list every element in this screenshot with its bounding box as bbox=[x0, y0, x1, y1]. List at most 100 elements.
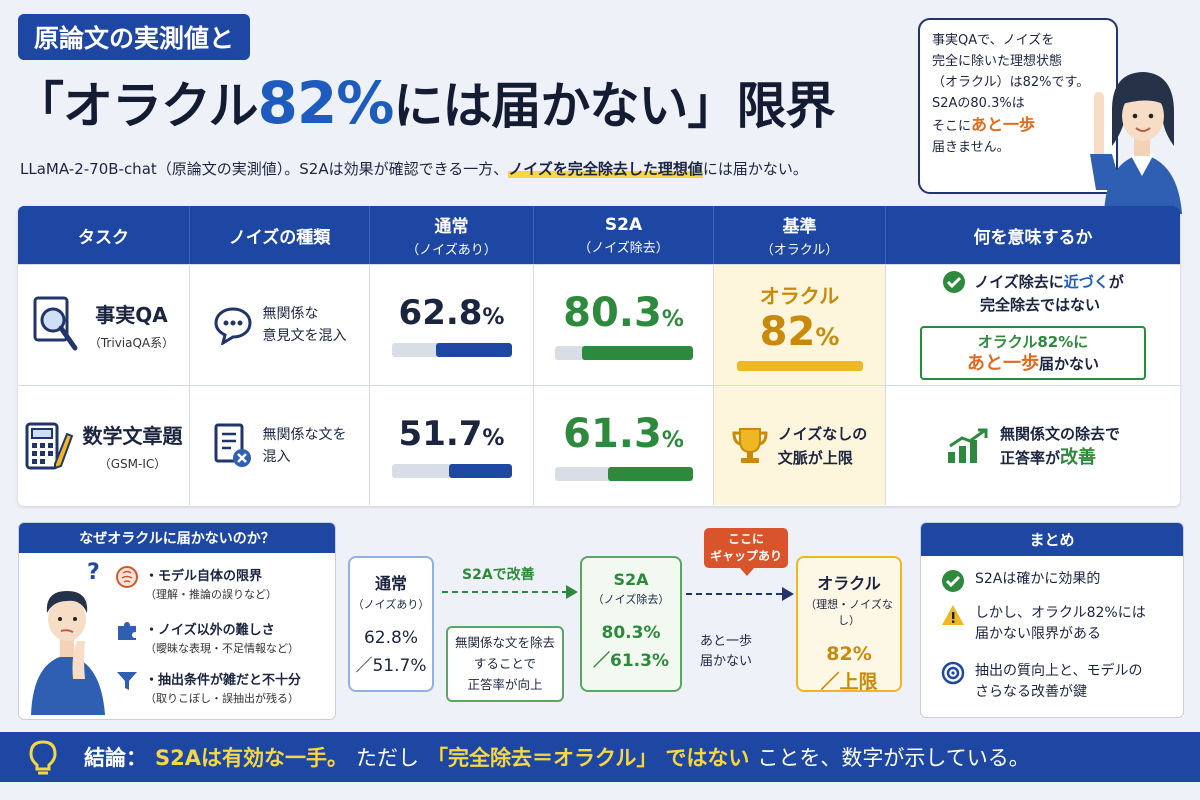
meaning-emphasis: 近づく bbox=[1063, 273, 1109, 291]
chat-bubble-icon bbox=[213, 307, 252, 345]
score-value: 62.8 bbox=[398, 293, 483, 333]
meaning-emphasis: 改善 bbox=[1060, 446, 1096, 468]
column-header-sub: （ノイズあり） bbox=[406, 243, 497, 258]
flow-sub: （ノイズあり） bbox=[352, 598, 430, 611]
why-title: なぜオラクルに届かないのか？ bbox=[19, 523, 335, 553]
table-row: 事実QA （TriviaQA系） 無関係な 意見文を混入 62.8% bbox=[18, 264, 1180, 385]
page-title: 「オラクル82%には届かない」限界 bbox=[14, 66, 835, 138]
flow-title: S2A bbox=[613, 570, 649, 589]
summary-item: しかし、オラクル82%には 届かない限界がある bbox=[941, 603, 1146, 645]
normal-score-cell: 62.8% bbox=[370, 265, 534, 385]
column-header-meaning: 何を意味するか bbox=[886, 206, 1180, 264]
flow-value: ／上限 bbox=[820, 671, 878, 693]
note-text: 正答率が向上 bbox=[467, 677, 543, 692]
conclusion-text: ただし bbox=[356, 746, 419, 770]
why-item: ・ノイズ以外の難しさ （曖昧な表現・不足情報など） bbox=[115, 619, 299, 656]
column-header-task: タスク bbox=[18, 206, 190, 264]
s2a-score-cell: 61.3% bbox=[534, 386, 714, 505]
oracle-cell: オラクル 82% bbox=[714, 265, 886, 385]
normal-score: 62.8% bbox=[399, 293, 505, 333]
percent-sign: % bbox=[482, 425, 505, 451]
trophy-icon bbox=[732, 427, 768, 463]
table-header: タスク ノイズの種類 通常 （ノイズあり） S2A （ノイズ除去） 基準 （オラクル）… bbox=[18, 206, 1180, 264]
oracle-text: ノイズなしの bbox=[777, 424, 868, 443]
title-pre: 「オラクル bbox=[14, 77, 258, 135]
column-header-sub: （ノイズ除去） bbox=[578, 240, 669, 256]
task-cell: 事実QA （TriviaQA系） bbox=[18, 265, 190, 385]
oracle-label: オラクル bbox=[759, 283, 840, 308]
why-item-title: ・抽出条件が雑だと不十分 bbox=[145, 673, 302, 688]
header-tag: 原論文の実測値と bbox=[18, 14, 251, 60]
meaning-text: ノイズ除去に bbox=[974, 273, 1064, 291]
normal-score-bar-fill bbox=[436, 343, 512, 357]
flow-normal-box: 通常 （ノイズあり） 62.8% ／51.7% bbox=[348, 556, 434, 692]
bubble-text: そこに bbox=[932, 119, 972, 134]
document-x-icon bbox=[214, 423, 251, 467]
meaning-cell: ノイズ除去に近づくが 完全除去ではない オラクル82%に あと一歩届かない bbox=[886, 265, 1180, 385]
summary-text: 届かない限界がある bbox=[975, 626, 1101, 642]
bubble-line: （オラクル）は82%です。 bbox=[932, 75, 1090, 90]
table-row: 数学文章題 （GSM-IC） 無関係な文を 混入 bbox=[18, 385, 1180, 505]
column-header-label: S2A bbox=[604, 214, 643, 235]
summary-text: しかし、オラクル82%には bbox=[975, 605, 1146, 621]
flow-sub: （理想・ノイズなし） bbox=[805, 598, 893, 627]
summary-item: S2Aは確かに効果的 bbox=[941, 569, 1100, 593]
conclusion-text: ことを、数字が示している。 bbox=[757, 746, 1030, 770]
flow-s2a-box: S2A （ノイズ除去） 80.3% ／61.3% bbox=[580, 556, 682, 692]
meaning-text: 正答率が bbox=[999, 448, 1060, 467]
callout-emphasis: あと一歩 bbox=[966, 353, 1039, 374]
check-circle-icon bbox=[943, 271, 966, 293]
arrow-right-icon bbox=[442, 585, 578, 599]
arrow-label-gap: あと一歩 届かない bbox=[700, 632, 752, 672]
arrow-label-improve: S2Aで改善 bbox=[462, 567, 535, 583]
lightbulb-icon bbox=[29, 740, 57, 775]
brain-icon bbox=[116, 566, 138, 588]
meaning-text: 無関係文の除去で bbox=[999, 424, 1120, 443]
why-item-sub: （曖昧な表現・不足情報など） bbox=[145, 642, 299, 655]
why-item-sub: （取りこぼし・誤抽出が残る） bbox=[145, 692, 299, 705]
lead-mark: ノイズを完全除去した理想値 bbox=[508, 160, 703, 178]
column-header-label: タスク bbox=[78, 227, 129, 248]
noise-text: 意見文を混入 bbox=[262, 328, 347, 344]
column-header-label: 通常 bbox=[434, 217, 469, 237]
s2a-score-bar-fill bbox=[607, 466, 693, 481]
column-header-noise: ノイズの種類 bbox=[190, 206, 370, 264]
percent-sign: % bbox=[661, 427, 684, 453]
summary-item: 抽出の質向上と、モデルの さらなる改善が鍵 bbox=[941, 661, 1142, 703]
flow-value: 82% bbox=[826, 643, 872, 665]
gap-text: ここに bbox=[727, 532, 764, 546]
s2a-score-bar-fill bbox=[581, 346, 693, 360]
column-header-label: ノイズの種類 bbox=[228, 227, 331, 248]
column-header-label: 基準 bbox=[782, 217, 817, 237]
conclusion-banner: 結論： S2Aは有効な一手。 ただし 「完全除去＝オラクル」 ではない ことを、… bbox=[0, 732, 1200, 782]
bubble-emphasis: あと一歩 bbox=[971, 115, 1036, 134]
column-header-oracle: 基準 （オラクル） bbox=[714, 206, 886, 264]
oracle-cell: ノイズなしの 文脈が上限 bbox=[714, 386, 886, 505]
check-circle-icon bbox=[942, 570, 964, 592]
bubble-line: 完全に除いた理想状態 bbox=[932, 54, 1063, 69]
score-value: 82 bbox=[759, 308, 816, 355]
why-item-title: ・モデル自体の限界 bbox=[145, 569, 263, 584]
conclusion-label: 結論： bbox=[84, 746, 147, 770]
bubble-line: そこにあと一歩 bbox=[932, 114, 1104, 137]
thinking-person-illustration: ? bbox=[31, 560, 105, 715]
task-name: 数学文章題 bbox=[82, 423, 183, 448]
column-header-s2a: S2A （ノイズ除去） bbox=[534, 206, 714, 264]
growth-chart-icon bbox=[947, 428, 988, 463]
meaning-cell: 無関係文の除去で 正答率が改善 bbox=[886, 386, 1180, 505]
lead-text: LLaMA-2-70B-chat（原論文の実測値）。S2Aは効果が確認できる一方… bbox=[20, 158, 808, 179]
callout-text: オラクル82%に bbox=[977, 333, 1089, 351]
why-item-title: ・ノイズ以外の難しさ bbox=[145, 623, 275, 638]
percent-sign: % bbox=[661, 307, 684, 332]
summary-title: まとめ bbox=[921, 523, 1183, 556]
column-header-normal: 通常 （ノイズあり） bbox=[370, 206, 534, 264]
conclusion-emphasis: ではない bbox=[665, 746, 750, 770]
why-item-sub: （理解・推論の誤りなど） bbox=[145, 588, 277, 601]
improvement-note: 無関係な文を除去 することで 正答率が向上 bbox=[446, 626, 564, 702]
title-post: には届かない」限界 bbox=[393, 77, 835, 135]
task-name: 事実QA bbox=[95, 303, 168, 327]
lead-pre: LLaMA-2-70B-chat（原論文の実測値）。S2Aは効果が確認できる一方… bbox=[20, 160, 509, 178]
why-item: ・モデル自体の限界 （理解・推論の誤りなど） bbox=[115, 565, 277, 602]
noise-text: 無関係な文を bbox=[262, 426, 347, 443]
score-value: 80.3 bbox=[563, 290, 662, 336]
